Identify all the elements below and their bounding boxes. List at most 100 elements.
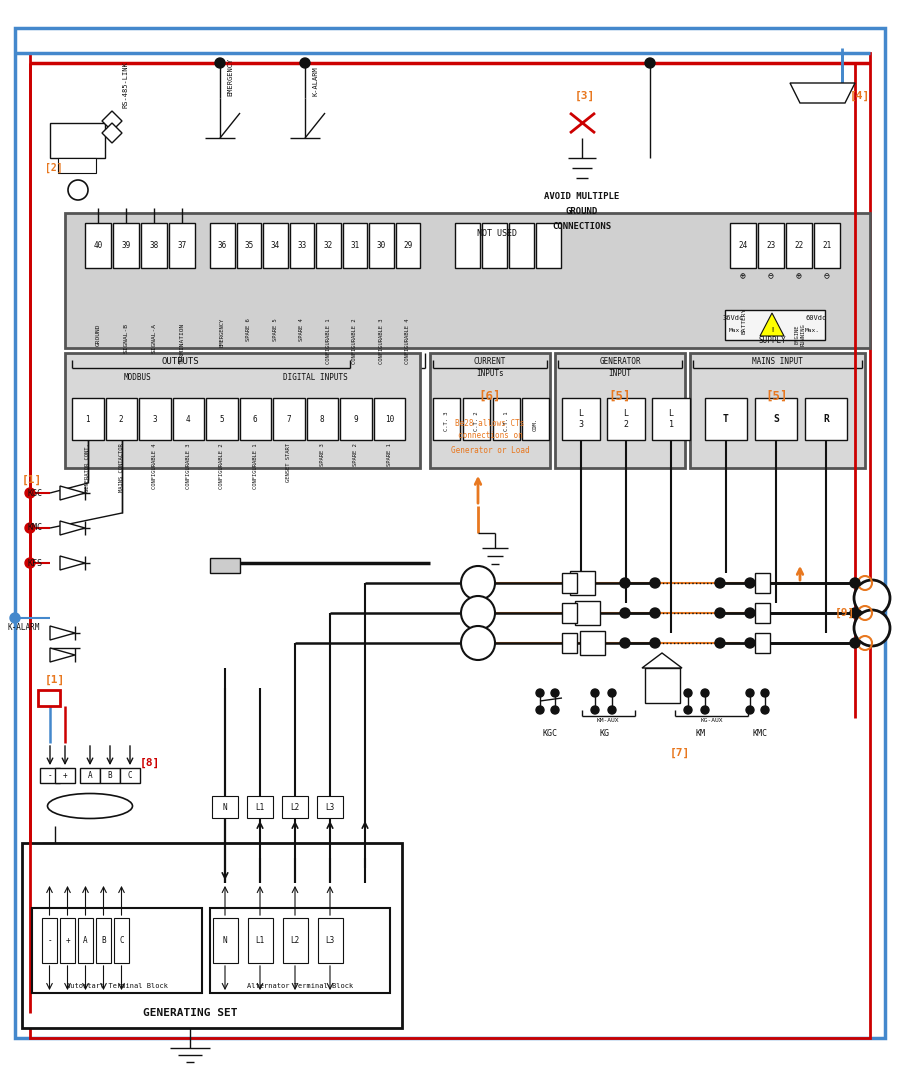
Bar bbox=[169, 223, 195, 268]
Text: CONFIGURABLE 1: CONFIGURABLE 1 bbox=[253, 443, 257, 488]
Ellipse shape bbox=[48, 794, 132, 818]
Bar bbox=[758, 223, 784, 268]
Polygon shape bbox=[60, 486, 85, 500]
Circle shape bbox=[701, 689, 709, 697]
Text: COM.: COM. bbox=[533, 418, 538, 431]
Circle shape bbox=[300, 58, 310, 68]
Polygon shape bbox=[60, 521, 85, 535]
Bar bbox=[433, 398, 460, 440]
Text: C: C bbox=[119, 936, 124, 945]
Circle shape bbox=[645, 58, 655, 68]
Text: SUPPLY: SUPPLY bbox=[758, 335, 786, 345]
Text: GROUND: GROUND bbox=[566, 206, 598, 216]
Text: -: - bbox=[47, 936, 52, 945]
Text: K-ALARM: K-ALARM bbox=[312, 66, 318, 96]
Text: A: A bbox=[87, 771, 93, 780]
Bar bbox=[562, 574, 577, 593]
Text: CONFIGURABLE 2: CONFIGURABLE 2 bbox=[220, 443, 224, 488]
Text: T: T bbox=[723, 414, 729, 424]
Bar bbox=[340, 398, 372, 440]
Circle shape bbox=[715, 608, 725, 618]
Polygon shape bbox=[50, 648, 75, 662]
Text: 1: 1 bbox=[86, 414, 90, 424]
Text: GROUND: GROUND bbox=[95, 323, 101, 346]
Text: EMERGENCY: EMERGENCY bbox=[227, 58, 233, 96]
Bar bbox=[652, 398, 690, 440]
Text: K-ALARM: K-ALARM bbox=[7, 624, 40, 632]
Circle shape bbox=[745, 638, 755, 648]
Text: 39: 39 bbox=[122, 241, 130, 250]
Text: 23: 23 bbox=[767, 241, 776, 250]
Text: Max.: Max. bbox=[729, 328, 744, 332]
Text: ⊖: ⊖ bbox=[824, 271, 830, 281]
Text: MAINS INPUT: MAINS INPUT bbox=[752, 357, 803, 365]
Bar bbox=[263, 223, 287, 268]
Text: [5]: [5] bbox=[766, 390, 788, 403]
Circle shape bbox=[650, 608, 660, 618]
Text: 29: 29 bbox=[403, 241, 412, 250]
Circle shape bbox=[850, 608, 860, 618]
Circle shape bbox=[620, 608, 630, 618]
Circle shape bbox=[25, 488, 35, 498]
Bar bbox=[32, 908, 202, 993]
Circle shape bbox=[591, 706, 599, 714]
Circle shape bbox=[215, 58, 225, 68]
Text: L2: L2 bbox=[291, 802, 300, 812]
Text: KMC: KMC bbox=[27, 523, 42, 533]
Bar bbox=[173, 398, 204, 440]
Text: AVOID MULTIPLE: AVOID MULTIPLE bbox=[544, 191, 619, 201]
Bar bbox=[645, 668, 680, 703]
Text: A: A bbox=[83, 936, 88, 945]
Polygon shape bbox=[102, 123, 122, 143]
Text: 31: 31 bbox=[350, 241, 359, 250]
Bar bbox=[580, 631, 605, 655]
Circle shape bbox=[68, 180, 88, 200]
Bar bbox=[570, 571, 595, 595]
Bar bbox=[65, 213, 870, 348]
Bar bbox=[755, 633, 770, 653]
Bar bbox=[42, 918, 57, 963]
Text: RS-485-LINK: RS-485-LINK bbox=[122, 61, 128, 108]
Bar bbox=[239, 398, 271, 440]
Text: N: N bbox=[222, 936, 228, 945]
Text: L1: L1 bbox=[256, 936, 265, 945]
Text: MAINS CONTACTOR: MAINS CONTACTOR bbox=[119, 443, 123, 491]
Text: CURRENT: CURRENT bbox=[473, 357, 506, 365]
Bar bbox=[22, 843, 402, 1028]
Text: CONFIGURABLE 1: CONFIGURABLE 1 bbox=[326, 318, 331, 363]
Text: B: B bbox=[108, 771, 112, 780]
Circle shape bbox=[746, 689, 754, 697]
Text: 7: 7 bbox=[286, 414, 291, 424]
Text: Alternator Terminal Block: Alternator Terminal Block bbox=[247, 983, 353, 989]
Text: SPARE 4: SPARE 4 bbox=[299, 318, 304, 341]
Bar bbox=[96, 918, 111, 963]
Polygon shape bbox=[790, 83, 855, 103]
Polygon shape bbox=[102, 111, 122, 131]
Text: CONFIGURABLE 2: CONFIGURABLE 2 bbox=[352, 318, 357, 363]
Bar bbox=[283, 918, 308, 963]
Bar bbox=[210, 223, 235, 268]
Text: 36Vdc: 36Vdc bbox=[723, 315, 744, 321]
Text: TERMINATION: TERMINATION bbox=[179, 323, 184, 364]
Circle shape bbox=[761, 689, 769, 697]
Bar bbox=[58, 158, 96, 173]
Bar bbox=[705, 398, 747, 440]
Text: 32: 32 bbox=[324, 241, 333, 250]
Text: KG: KG bbox=[600, 728, 610, 738]
Circle shape bbox=[850, 638, 860, 648]
Text: GENERATING SET: GENERATING SET bbox=[143, 1008, 238, 1018]
Bar bbox=[575, 601, 600, 625]
Bar bbox=[141, 223, 167, 268]
Bar bbox=[120, 768, 140, 783]
Text: INPUT: INPUT bbox=[608, 368, 632, 377]
Circle shape bbox=[620, 578, 630, 588]
Text: 3: 3 bbox=[152, 414, 158, 424]
Circle shape bbox=[536, 689, 544, 697]
Text: 4: 4 bbox=[186, 414, 191, 424]
Text: CONNECTIONS: CONNECTIONS bbox=[553, 221, 612, 231]
Polygon shape bbox=[50, 626, 75, 640]
Text: CONFIGURABLE 4: CONFIGURABLE 4 bbox=[405, 318, 410, 363]
Text: +: + bbox=[63, 771, 68, 780]
Text: KGC: KGC bbox=[27, 488, 42, 498]
Bar bbox=[536, 223, 561, 268]
